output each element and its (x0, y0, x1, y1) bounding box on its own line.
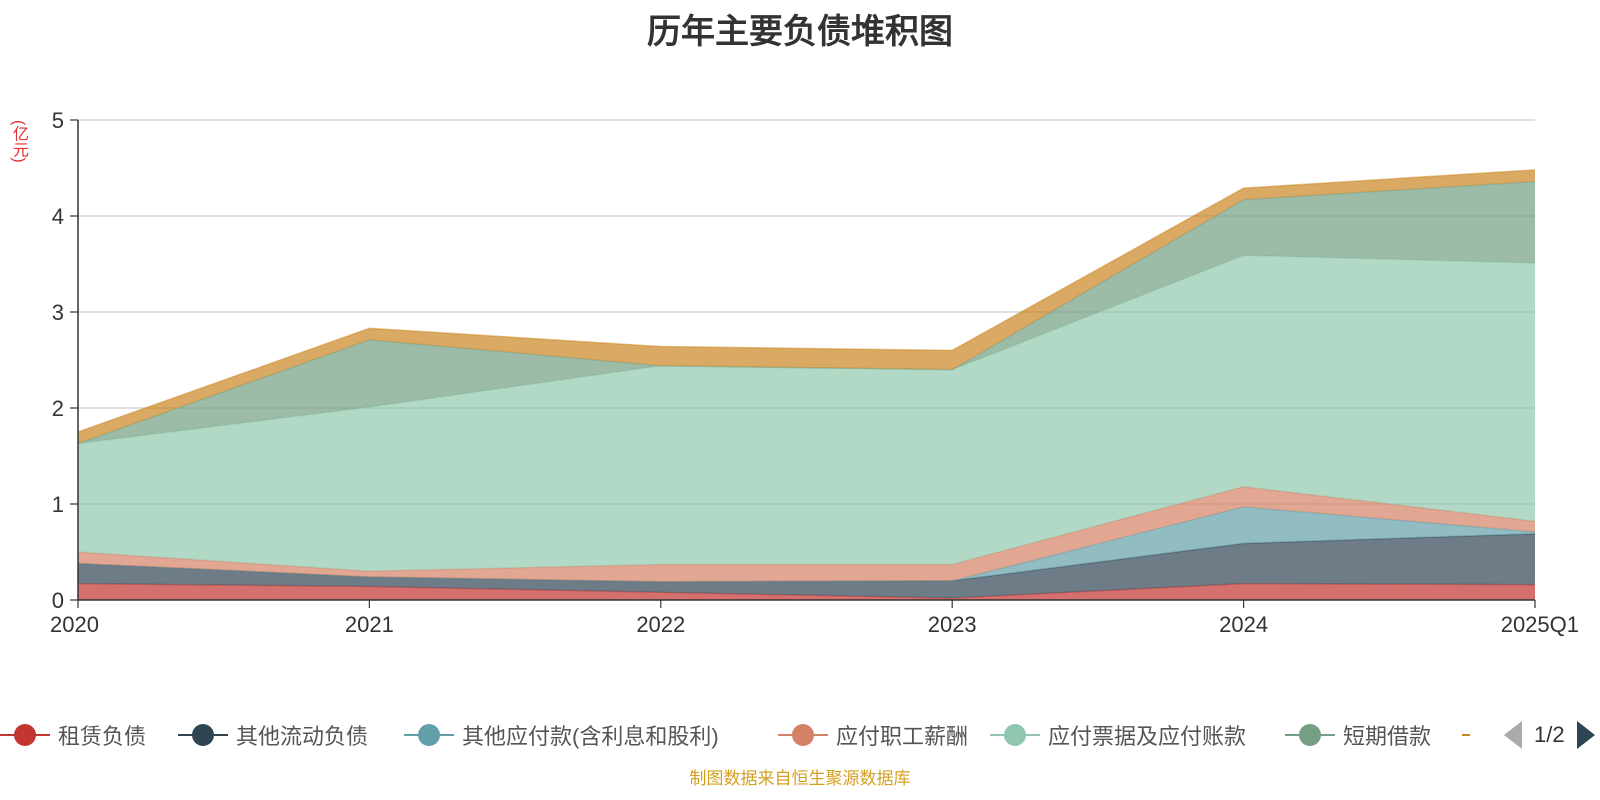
area-series-3 (78, 486, 1535, 582)
data-source-note: 制图数据来自恒生聚源数据库 (689, 769, 911, 788)
y-axis-unit-label: (亿元) (10, 120, 27, 163)
x-tick-label: 2022 (636, 612, 685, 637)
legend-next-page-icon[interactable] (1576, 721, 1595, 749)
legend-page-indicator: 1/2 (1534, 722, 1565, 747)
x-tick-label: 2025Q1 (1501, 612, 1579, 637)
area-layer (77, 169, 1536, 600)
legend-item-0[interactable]: 租赁负债 (0, 715, 146, 755)
x-tick-label: 2020 (50, 612, 99, 637)
chart-title: 历年主要负债堆积图 (647, 13, 953, 51)
area-series-5 (78, 181, 1535, 444)
legend-swatch-icon (778, 715, 828, 755)
legend-swatch-icon (1285, 715, 1335, 755)
y-tick-label: 0 (52, 588, 64, 613)
y-tick-label: 5 (52, 108, 64, 133)
legend-swatch-icon (404, 715, 454, 755)
legend-swatch-icon (0, 715, 50, 755)
x-tick-label: 2023 (928, 612, 977, 637)
legend-label: 其他应付款(含利息和股利) (462, 724, 719, 749)
legend-item-2[interactable]: 其他应付款(含利息和股利) (404, 715, 719, 755)
area-series-1 (78, 533, 1535, 599)
area-series-4 (78, 255, 1535, 572)
legend-item-4[interactable]: 应付票据及应付账款 (990, 715, 1246, 755)
axis-layer: 0 1 2 3 4 5 2020 2021 2022 2023 2024 2025Q1 (50, 108, 1579, 637)
area-series-6 (78, 169, 1535, 444)
line-series-6 (77, 169, 1536, 433)
y-tick-label: 3 (52, 300, 64, 325)
legend-label: 租赁负债 (58, 724, 147, 749)
legend-label: 应付职工薪酬 (836, 724, 969, 749)
legend-swatch-icon (178, 715, 228, 755)
y-tick-label: 2 (52, 396, 64, 421)
legend-label: 应付票据及应付账款 (1048, 724, 1247, 749)
legend-label: 短期借款 (1343, 724, 1432, 749)
legend-swatch-icon (990, 715, 1040, 755)
legend: 租赁负债 其他流动负债 其他应付款(含利息和股利) 应付职工薪酬 应付票据及应付账款 短期… (0, 715, 1600, 755)
legend-item-1[interactable]: 其他流动负债 (178, 715, 368, 755)
x-tick-label: 2021 (345, 612, 394, 637)
y-tick-label: 4 (52, 204, 64, 229)
legend-item-5[interactable]: 短期借款 (1285, 715, 1431, 755)
y-tick-label: 1 (52, 492, 64, 517)
legend-label: 其他流动负债 (236, 724, 369, 749)
legend-prev-page-icon[interactable] (1504, 721, 1522, 749)
legend-item-3[interactable]: 应付职工薪酬 (778, 715, 968, 755)
legend-pager: 1/2 (1470, 715, 1600, 755)
x-tick-label: 2024 (1219, 612, 1268, 637)
